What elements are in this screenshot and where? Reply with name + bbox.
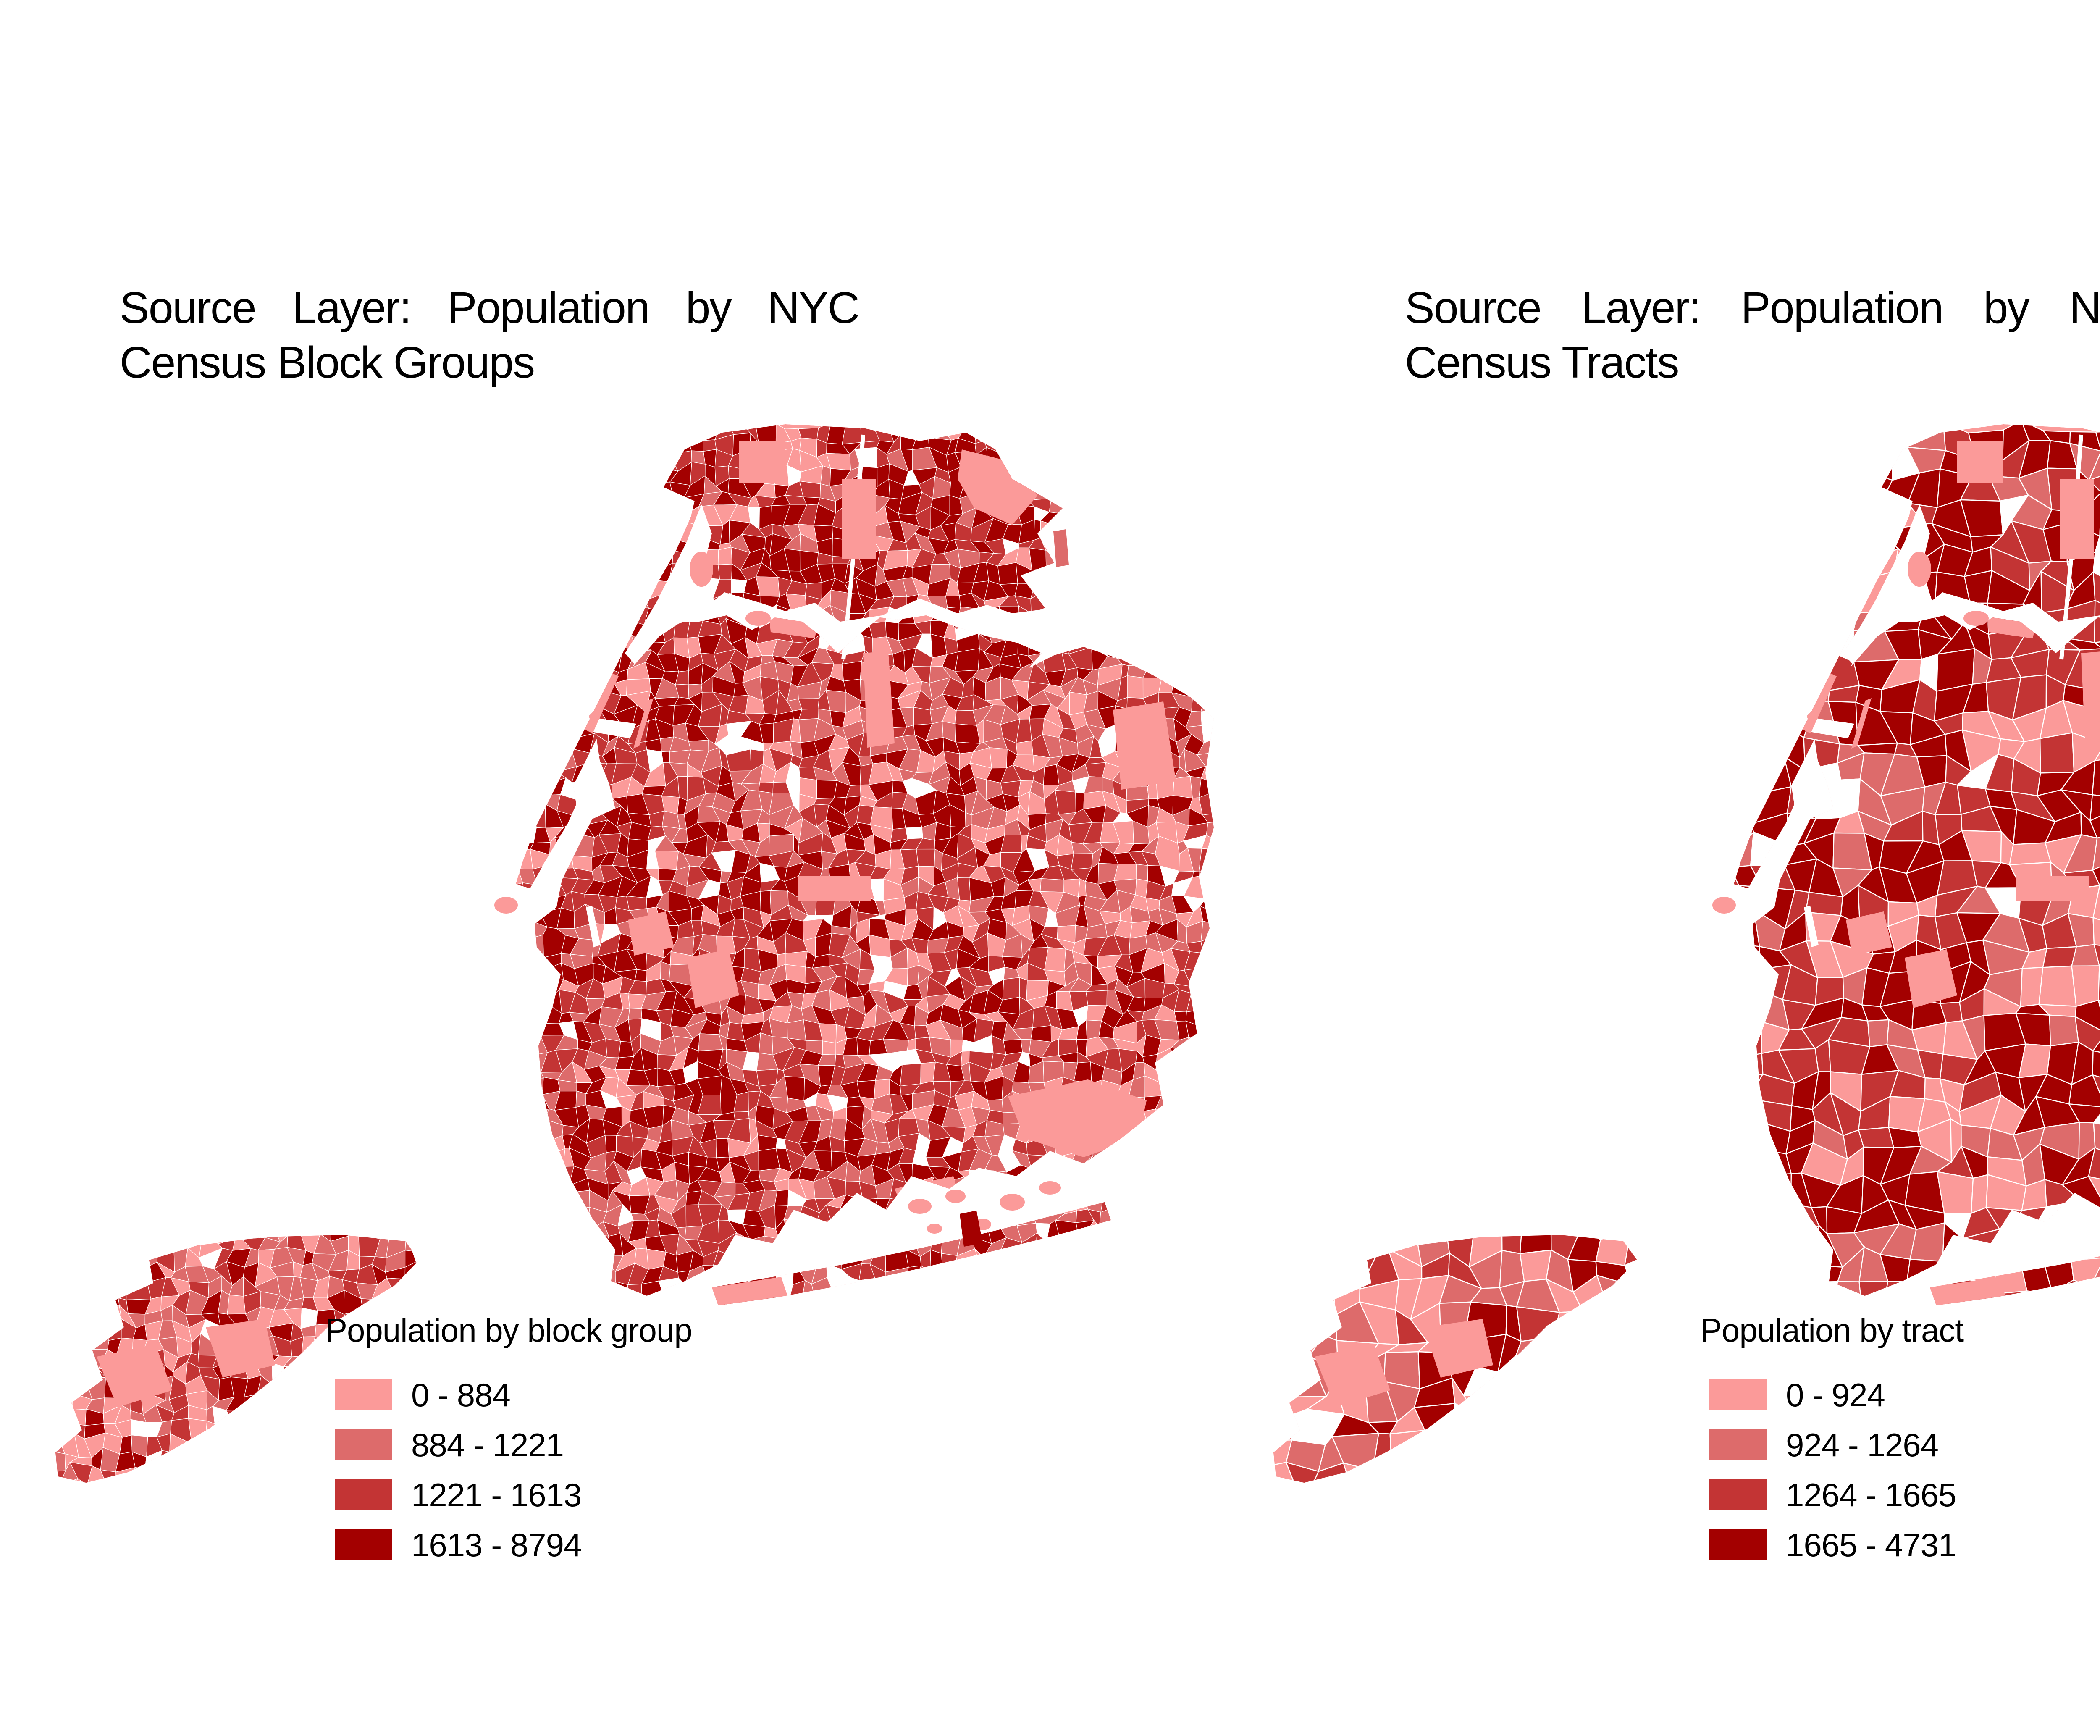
legend-row: 1613 - 8794: [326, 1526, 692, 1563]
panel-title-line1: Source Layer: Population by NYC: [1405, 283, 2100, 333]
legend-row: 924 - 1264: [1700, 1426, 1964, 1463]
legend-class-label: 0 - 884: [411, 1376, 511, 1413]
legend-class-label: 1665 - 4731: [1786, 1526, 1956, 1563]
panel-title-line1: Source Layer: Population by NYC: [120, 283, 860, 333]
legend-class-label: 1613 - 8794: [411, 1526, 582, 1563]
legend-swatch-class1: [1709, 1379, 1767, 1410]
legend-row: 1665 - 4731: [1700, 1526, 1964, 1563]
panel-title-line2: Census Tracts: [1405, 338, 1679, 387]
legend-swatch-class4: [1709, 1529, 1767, 1560]
legend-block-groups: Population by block group 0 - 884 884 - …: [326, 1312, 693, 1579]
legend-class-label: 1221 - 1613: [411, 1476, 582, 1513]
legend-class-label: 884 - 1221: [411, 1426, 564, 1463]
legend-row: 884 - 1221: [326, 1426, 692, 1463]
legend-row: 1221 - 1613: [326, 1476, 692, 1513]
legend-class-label: 924 - 1264: [1786, 1426, 1939, 1463]
legend-swatch-class1: [335, 1379, 392, 1410]
legend-tracts: Population by tract 0 - 924 924 - 1264 1…: [1700, 1313, 1964, 1579]
panel-title: Source Layer: Population by NYC Census B…: [120, 281, 860, 390]
legend-row: 0 - 884: [326, 1376, 692, 1413]
choropleth-map-block-groups: [55, 424, 1214, 1483]
legend-row: 0 - 924: [1700, 1376, 1964, 1413]
choropleth-map-tracts: [1273, 424, 2100, 1483]
legend-swatch-class3: [335, 1479, 392, 1510]
legend-title: Population by tract: [1700, 1312, 1964, 1349]
legend-class-label: 1264 - 1665: [1786, 1476, 1956, 1513]
panel-title: Source Layer: Population by NYC Census T…: [1405, 281, 2100, 390]
legend-title: Population by block group: [326, 1312, 693, 1349]
legend-swatch-class2: [335, 1429, 392, 1460]
legend-swatch-class2: [1709, 1429, 1767, 1460]
legend-swatch-class4: [335, 1529, 392, 1560]
legend-row: 1264 - 1665: [1700, 1476, 1964, 1513]
legend-class-label: 0 - 924: [1786, 1376, 1885, 1413]
panel-title-line2: Census Block Groups: [120, 338, 535, 387]
legend-swatch-class3: [1709, 1479, 1767, 1510]
